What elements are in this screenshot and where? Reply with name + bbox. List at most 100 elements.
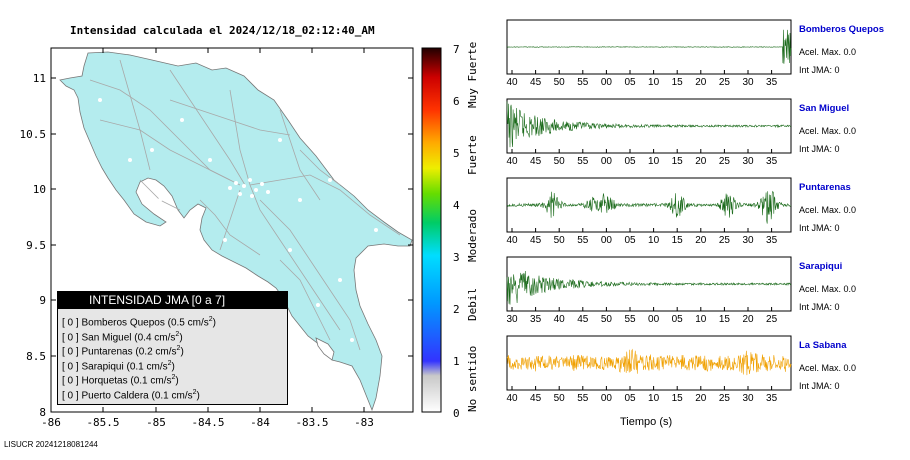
waveform-trace bbox=[506, 348, 792, 376]
waveform-tick-label: 55 bbox=[577, 393, 589, 404]
x-tick-label: -83.5 bbox=[295, 416, 328, 429]
colorbar-tick: 6 bbox=[453, 95, 460, 108]
waveform-tick-label: 20 bbox=[695, 77, 707, 88]
y-tick-label: 8 bbox=[39, 406, 46, 419]
waveform-tick-label: 10 bbox=[648, 235, 660, 246]
waveform-tick-label: 10 bbox=[648, 393, 660, 404]
waveform-panel: 40 45 50 55 00 05 10 15 20 25 30 35 bbox=[506, 177, 792, 246]
waveform-tick-label: 15 bbox=[672, 393, 684, 404]
waveform-tick-label: 20 bbox=[742, 314, 754, 325]
x-tick-label: -85 bbox=[146, 416, 166, 429]
x-tick-label: -85.5 bbox=[86, 416, 119, 429]
legend-row: [ 0 ] Sarapiqui (0.1 cm/s2) bbox=[58, 357, 287, 372]
waveform-tick-label: 35 bbox=[766, 156, 778, 167]
station-accel: Acel. Max. 0.0 bbox=[799, 363, 857, 373]
footer-id: LISUCR 20241218081244 bbox=[4, 440, 98, 449]
station-jma: Int JMA: 0 bbox=[799, 144, 840, 154]
waveform-trace bbox=[506, 29, 792, 64]
legend-value: (0.1 cm/s bbox=[130, 375, 172, 387]
legend-row: [ 0 ] San Miguel (0.4 cm/s2) bbox=[58, 328, 287, 343]
waveform-tick-label: 20 bbox=[695, 156, 707, 167]
legend-unit-exp: 2 bbox=[208, 316, 213, 323]
legend-unit-exp: 2 bbox=[192, 388, 197, 396]
waveform-tick-label: 05 bbox=[624, 77, 636, 88]
waveform-tick-label: 35 bbox=[766, 235, 778, 246]
waveform-tick-label: 05 bbox=[624, 393, 636, 404]
waveform-tick-label: 00 bbox=[601, 235, 613, 246]
waveform-tick-label: 25 bbox=[719, 393, 731, 404]
station-jma: Int JMA: 0 bbox=[799, 302, 840, 312]
colorbar-tick: 0 bbox=[453, 407, 460, 420]
colorbar-label-muy-fuerte: Muy Fuerte bbox=[466, 42, 479, 108]
legend-unit-exp: 2 bbox=[167, 359, 172, 367]
colorbar-tick: 2 bbox=[453, 303, 460, 316]
waveform-tick-label: 50 bbox=[554, 235, 566, 246]
colorbar-label-debil: Debil bbox=[466, 288, 479, 321]
waveform-tick-label: 30 bbox=[742, 393, 754, 404]
legend-intensity: [ 0 ] bbox=[62, 346, 79, 358]
waveform-trace bbox=[506, 190, 792, 224]
legend-station: Sarapiqui bbox=[81, 360, 124, 372]
station-dots bbox=[98, 98, 378, 342]
waveform-tick-label: 05 bbox=[624, 156, 636, 167]
station-accel: Acel. Max. 0.0 bbox=[799, 126, 857, 136]
waveform-tick-label: 00 bbox=[601, 393, 613, 404]
waveform-tick-label: 45 bbox=[530, 77, 542, 88]
colorbar-tick: 4 bbox=[453, 199, 460, 212]
map-y-ticks bbox=[51, 77, 413, 357]
station-name: Bomberos Quepos bbox=[799, 24, 884, 35]
waveform-tick-label: 00 bbox=[601, 77, 613, 88]
station-jma: Int JMA: 0 bbox=[799, 223, 840, 233]
waveform-tick-label: 30 bbox=[742, 235, 754, 246]
legend-unit-exp: 2 bbox=[171, 374, 176, 381]
legend-row: [ 0 ] Puerto Caldera (0.1 cm/s2) bbox=[58, 386, 287, 401]
legend-value: (0.1 cm/s bbox=[126, 360, 168, 372]
road-network bbox=[89, 59, 401, 351]
waveform-panel: 40 45 50 55 00 05 10 15 20 25 30 35 bbox=[506, 19, 792, 88]
legend-row: [ 0 ] Bomberos Quepos (0.5 cm/s2) bbox=[58, 313, 287, 328]
waveform-tick-label: 15 bbox=[672, 235, 684, 246]
waveform-tick-label: 55 bbox=[577, 156, 589, 167]
colorbar bbox=[421, 47, 442, 413]
waveform-tick-label: 40 bbox=[506, 77, 518, 88]
x-tick-label: -84.5 bbox=[191, 416, 224, 429]
legend-intensity: [ 0 ] bbox=[62, 389, 79, 401]
legend-title: INTENSIDAD JMA [0 a 7] bbox=[58, 292, 287, 309]
x-tick-label: -84 bbox=[250, 416, 270, 429]
x-tick-label: -86 bbox=[41, 416, 61, 429]
y-tick-label: 11 bbox=[33, 72, 46, 85]
waveform-tick-label: 30 bbox=[742, 156, 754, 167]
waveform-tick-label: 00 bbox=[648, 314, 660, 325]
legend-close: ) bbox=[179, 331, 183, 343]
legend-unit-exp: 2 bbox=[175, 330, 180, 338]
waveform-tick-label: 15 bbox=[719, 314, 731, 325]
waveform-tick-label: 35 bbox=[530, 314, 542, 325]
colorbar-label-no-sentido: No sentido bbox=[466, 346, 479, 412]
waveform-tick-label: 15 bbox=[672, 77, 684, 88]
colorbar-tick: 3 bbox=[453, 251, 460, 264]
legend-station: Horquetas bbox=[81, 375, 128, 387]
station-jma: Int JMA: 0 bbox=[799, 65, 840, 75]
colorbar-tick: 5 bbox=[453, 147, 460, 160]
legend-value: (0.5 cm/s bbox=[167, 317, 209, 329]
intensity-legend: INTENSIDAD JMA [0 a 7] [ 0 ] Bomberos Qu… bbox=[57, 291, 288, 405]
legend-close: ) bbox=[212, 317, 217, 329]
legend-intensity: [ 0 ] bbox=[62, 331, 79, 343]
legend-close: ) bbox=[171, 360, 175, 372]
waveform-tick-label: 20 bbox=[695, 393, 707, 404]
legend-row: [ 0 ] Horquetas (0.1 cm/s2) bbox=[58, 371, 287, 386]
legend-intensity: [ 0 ] bbox=[62, 317, 79, 329]
waveform-tick-label: 00 bbox=[601, 156, 613, 167]
waveform-panel: 40 45 50 55 00 05 10 15 20 25 30 35 bbox=[506, 98, 792, 167]
legend-value: (0.1 cm/s bbox=[151, 389, 193, 401]
map-x-ticks bbox=[50, 48, 365, 412]
station-name: La Sabana bbox=[799, 340, 847, 351]
station-name: Sarapiqui bbox=[799, 261, 843, 272]
golfo-dulce bbox=[315, 337, 335, 361]
waveform-panel: 40 45 50 55 00 05 10 15 20 25 30 35 bbox=[506, 335, 792, 404]
waveform-tick-label: 35 bbox=[766, 77, 778, 88]
waveform-frame bbox=[506, 98, 792, 154]
waveform-tick-label: 35 bbox=[766, 393, 778, 404]
y-tick-label: 10.5 bbox=[20, 128, 47, 141]
